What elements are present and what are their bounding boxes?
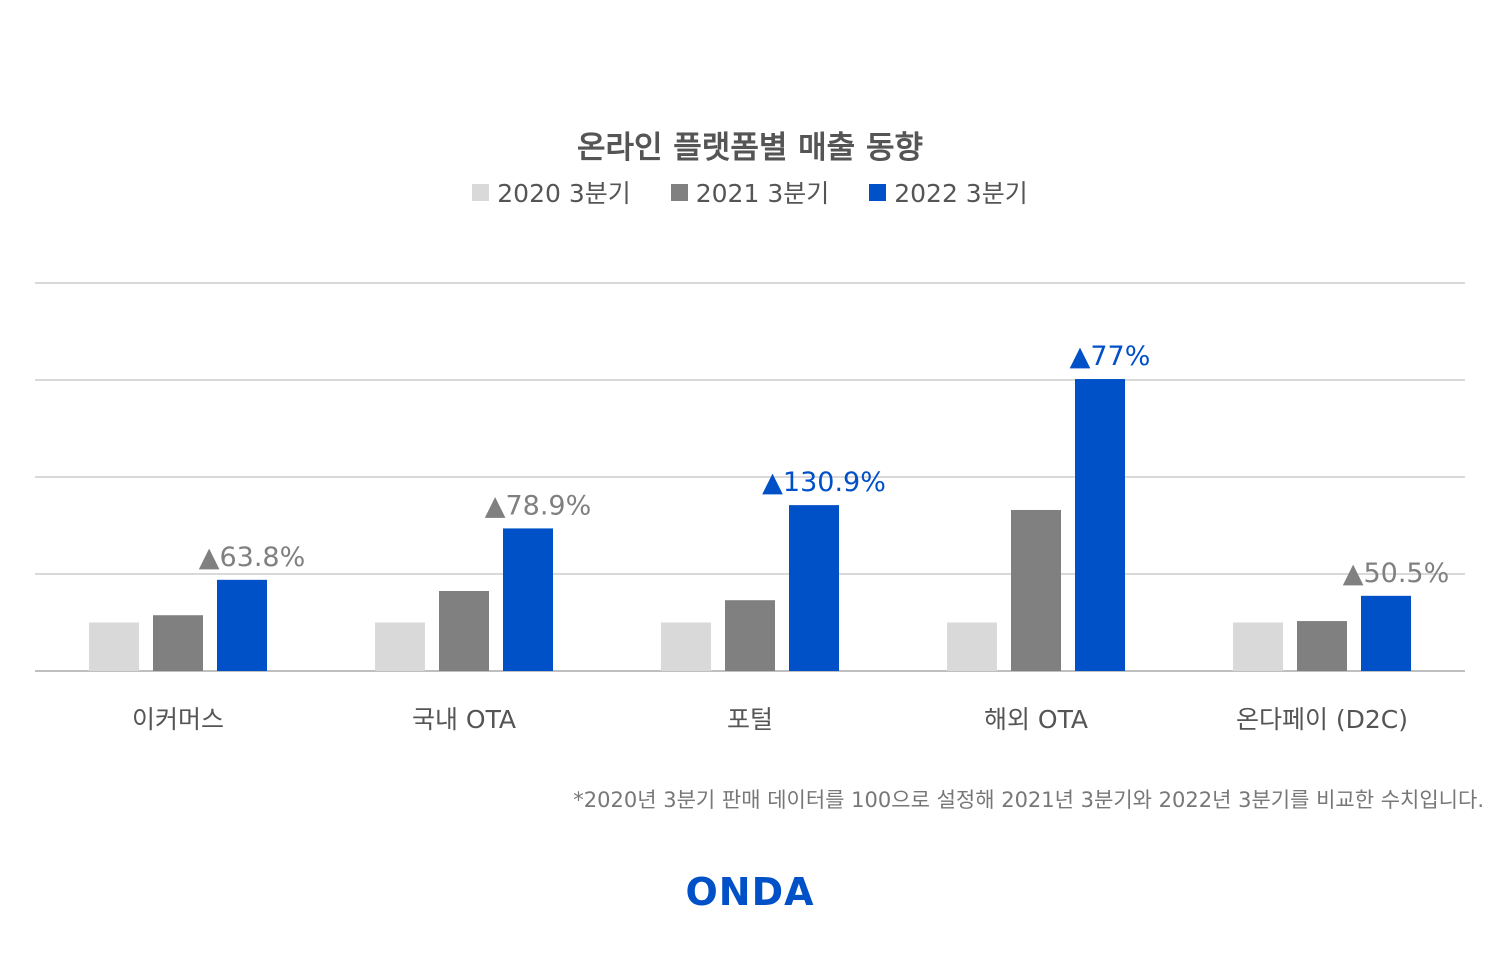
- footnote: *2020년 3분기 판매 데이터를 100으로 설정해 2021년 3분기와 …: [573, 788, 1484, 812]
- growth-annotation: ▲50.5%: [1343, 558, 1450, 589]
- bar-2-4: [1011, 509, 1061, 671]
- bar-1-5: [1233, 622, 1283, 671]
- bar-3-2: [503, 528, 553, 671]
- bar-2-3: [725, 600, 775, 671]
- legend-label-2021: 2021 3분기: [695, 179, 830, 208]
- bar-2-1: [153, 615, 203, 671]
- legend-item-2020: 2020 3분기: [472, 174, 631, 210]
- legend-label-2022: 2022 3분기: [894, 179, 1028, 208]
- chart-title: 온라인 플랫폼별 매출 동향: [576, 130, 924, 166]
- bar-2-5: [1297, 621, 1347, 671]
- legend-label-2020: 2020 3분기: [497, 179, 631, 208]
- onda-logo: ONDA: [685, 870, 815, 914]
- growth-annotation: ▲130.9%: [762, 467, 886, 498]
- bar-1-4: [947, 622, 997, 671]
- chart-legend: 2020 3분기 2021 3분기 2022 3분기: [0, 174, 1500, 210]
- growth-annotation: ▲63.8%: [199, 542, 306, 573]
- x-tick-label: 온다페이 (D2C): [1236, 705, 1408, 734]
- x-tick-label: 국내 OTA: [412, 705, 516, 734]
- x-tick-label: 이커머스: [132, 705, 224, 734]
- growth-annotation: ▲78.9%: [485, 490, 592, 521]
- bar-1-1: [89, 622, 139, 671]
- bar-1-3: [661, 622, 711, 671]
- growth-annotation: ▲77%: [1070, 341, 1151, 372]
- bar-1-2: [375, 622, 425, 671]
- legend-swatch-2020: [472, 183, 490, 201]
- x-tick-label: 해외 OTA: [984, 705, 1088, 734]
- bar-3-4: [1075, 379, 1125, 671]
- bar-3-3: [789, 505, 839, 671]
- legend-swatch-2021: [670, 183, 688, 201]
- bar-3-1: [217, 579, 267, 671]
- legend-item-2022: 2022 3분기: [869, 174, 1028, 210]
- bar-3-5: [1361, 595, 1411, 671]
- legend-swatch-2022: [869, 183, 887, 201]
- bar-2-2: [439, 590, 489, 671]
- x-tick-label: 포털: [727, 705, 773, 734]
- legend-item-2021: 2021 3분기: [670, 174, 830, 210]
